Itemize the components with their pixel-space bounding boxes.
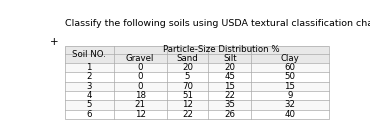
Text: 15: 15 — [285, 82, 296, 91]
Text: 35: 35 — [224, 100, 235, 109]
Text: +: + — [50, 37, 58, 47]
Text: Silt: Silt — [223, 54, 236, 63]
Text: 50: 50 — [285, 72, 296, 81]
Text: 12: 12 — [135, 110, 146, 119]
Text: 2: 2 — [87, 72, 92, 81]
Text: 18: 18 — [135, 91, 146, 100]
Text: 26: 26 — [224, 110, 235, 119]
Text: 12: 12 — [182, 100, 193, 109]
Text: Particle-Size Distribution %: Particle-Size Distribution % — [163, 45, 279, 54]
Text: 22: 22 — [224, 91, 235, 100]
Text: 3: 3 — [87, 82, 92, 91]
Text: 51: 51 — [182, 91, 193, 100]
Text: 5: 5 — [87, 100, 92, 109]
Bar — [65, 82, 329, 91]
Text: 22: 22 — [182, 110, 193, 119]
Bar — [65, 46, 329, 119]
Bar — [65, 110, 329, 119]
Text: 60: 60 — [285, 63, 296, 72]
Bar — [65, 63, 329, 72]
Text: 4: 4 — [87, 91, 92, 100]
Bar — [65, 91, 329, 100]
Text: Soil NO.: Soil NO. — [73, 50, 106, 59]
Text: 1: 1 — [87, 63, 92, 72]
Text: Gravel: Gravel — [126, 54, 154, 63]
Text: Classify the following soils using USDA textural classification chart: Classify the following soils using USDA … — [65, 19, 370, 28]
Text: 32: 32 — [285, 100, 296, 109]
Text: 45: 45 — [224, 72, 235, 81]
Text: 5: 5 — [185, 72, 190, 81]
Text: 15: 15 — [224, 82, 235, 91]
Text: 0: 0 — [137, 63, 143, 72]
Text: 70: 70 — [182, 82, 193, 91]
Bar — [65, 54, 329, 63]
Bar — [65, 46, 329, 54]
Bar — [65, 100, 329, 110]
Text: 20: 20 — [224, 63, 235, 72]
Text: Clay: Clay — [280, 54, 299, 63]
Text: 0: 0 — [137, 82, 143, 91]
Text: 20: 20 — [182, 63, 193, 72]
Text: 9: 9 — [287, 91, 293, 100]
Text: 0: 0 — [137, 72, 143, 81]
Bar — [65, 72, 329, 82]
Text: 40: 40 — [285, 110, 296, 119]
Text: 6: 6 — [87, 110, 92, 119]
Text: 21: 21 — [135, 100, 146, 109]
Text: Sand: Sand — [176, 54, 198, 63]
